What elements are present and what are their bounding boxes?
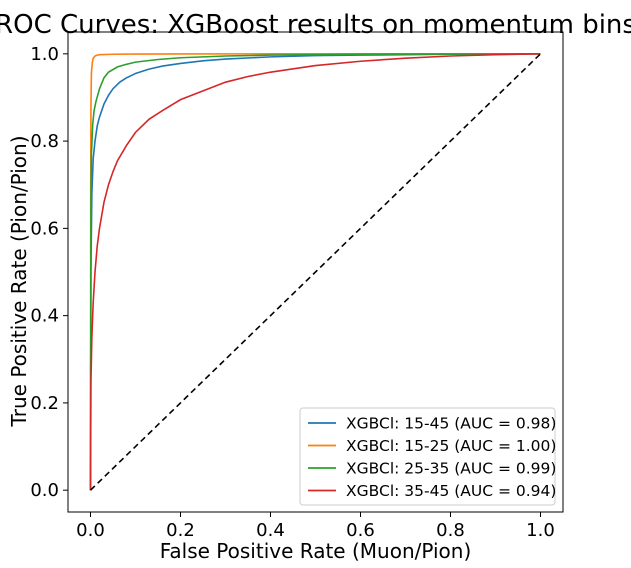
x-tick-label: 1.0	[526, 520, 555, 541]
y-tick-label: 0.6	[30, 218, 59, 239]
y-tick-label: 0.8	[30, 131, 59, 152]
roc-curve-series-3	[89, 53, 541, 491]
x-tick-label: 0.2	[166, 520, 195, 541]
legend-entry-label: XGBCl: 25-35 (AUC = 0.99)	[346, 460, 556, 478]
legend-entry-label: XGBCl: 15-45 (AUC = 0.98)	[346, 415, 556, 433]
y-tick-label: 0.0	[30, 480, 59, 501]
legend-entry-label: XGBCl: 35-45 (AUC = 0.94)	[346, 482, 556, 500]
legend-box	[299, 407, 556, 506]
roc-curve-series-1	[89, 53, 541, 491]
x-tick-label: 0.8	[436, 520, 465, 541]
y-tick-label: 0.2	[30, 393, 59, 414]
x-axis-label: False Positive Rate (Muon/Pion)	[160, 539, 472, 563]
y-axis-label: True Positive Rate (Pion/Pion)	[7, 135, 31, 427]
x-tick-label: 0.6	[346, 520, 375, 541]
chart-title: ROC Curves: XGBoost results on momentum …	[0, 10, 631, 40]
x-tick-label: 0.0	[76, 520, 105, 541]
y-tick-label: 1.0	[30, 44, 59, 65]
y-tick-label: 0.4	[30, 306, 59, 327]
chance-reference-line	[89, 53, 542, 491]
x-tick-label: 0.4	[256, 520, 285, 541]
plot-frame	[67, 31, 564, 513]
legend-entry-label: XGBCl: 15-25 (AUC = 1.00)	[346, 437, 556, 455]
roc-curve-series-4	[89, 53, 541, 491]
roc-curve-series-2	[89, 53, 541, 491]
